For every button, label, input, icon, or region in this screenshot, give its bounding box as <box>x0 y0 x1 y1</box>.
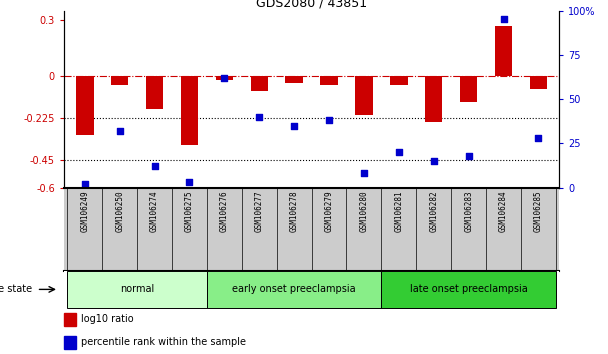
Point <box>185 179 195 185</box>
Point <box>80 181 89 187</box>
Text: GSM106250: GSM106250 <box>115 190 124 232</box>
Bar <box>76 76 94 136</box>
Text: GSM106281: GSM106281 <box>395 190 403 232</box>
Bar <box>530 76 547 89</box>
Text: GSM106249: GSM106249 <box>80 190 89 232</box>
Point <box>254 114 264 120</box>
Text: GSM106275: GSM106275 <box>185 190 194 232</box>
Bar <box>146 76 164 109</box>
Bar <box>64 313 76 326</box>
Text: GSM106282: GSM106282 <box>429 190 438 232</box>
Bar <box>111 76 128 85</box>
Text: percentile rank within the sample: percentile rank within the sample <box>81 337 246 348</box>
Point <box>219 75 229 81</box>
Text: early onset preeclampsia: early onset preeclampsia <box>232 284 356 295</box>
Bar <box>64 336 76 349</box>
Bar <box>67 271 207 308</box>
Point <box>150 164 159 169</box>
Text: GSM106276: GSM106276 <box>220 190 229 232</box>
Title: GDS2080 / 43851: GDS2080 / 43851 <box>256 0 367 10</box>
Bar <box>285 76 303 83</box>
Bar <box>381 271 556 308</box>
Text: GSM106280: GSM106280 <box>359 190 368 232</box>
Bar <box>390 76 407 85</box>
Text: GSM106279: GSM106279 <box>325 190 334 232</box>
Point <box>499 17 508 22</box>
Bar <box>495 25 513 76</box>
Point <box>289 123 299 129</box>
Bar <box>460 76 477 102</box>
Text: GSM106283: GSM106283 <box>464 190 473 232</box>
Bar <box>425 76 443 122</box>
Text: GSM106285: GSM106285 <box>534 190 543 232</box>
Bar <box>207 271 381 308</box>
Bar <box>216 76 233 80</box>
Bar <box>355 76 373 115</box>
Point <box>464 153 474 159</box>
Text: disease state: disease state <box>0 284 32 295</box>
Text: GSM106274: GSM106274 <box>150 190 159 232</box>
Point <box>359 171 369 176</box>
Text: late onset preeclampsia: late onset preeclampsia <box>410 284 528 295</box>
Bar <box>320 76 338 85</box>
Text: normal: normal <box>120 284 154 295</box>
Text: GSM106277: GSM106277 <box>255 190 264 232</box>
Point <box>324 118 334 123</box>
Bar <box>181 76 198 145</box>
Point <box>394 149 404 155</box>
Point <box>534 135 544 141</box>
Point <box>429 158 438 164</box>
Text: GSM106284: GSM106284 <box>499 190 508 232</box>
Bar <box>250 76 268 91</box>
Point <box>115 128 125 134</box>
Text: log10 ratio: log10 ratio <box>81 314 134 325</box>
Text: GSM106278: GSM106278 <box>289 190 299 232</box>
